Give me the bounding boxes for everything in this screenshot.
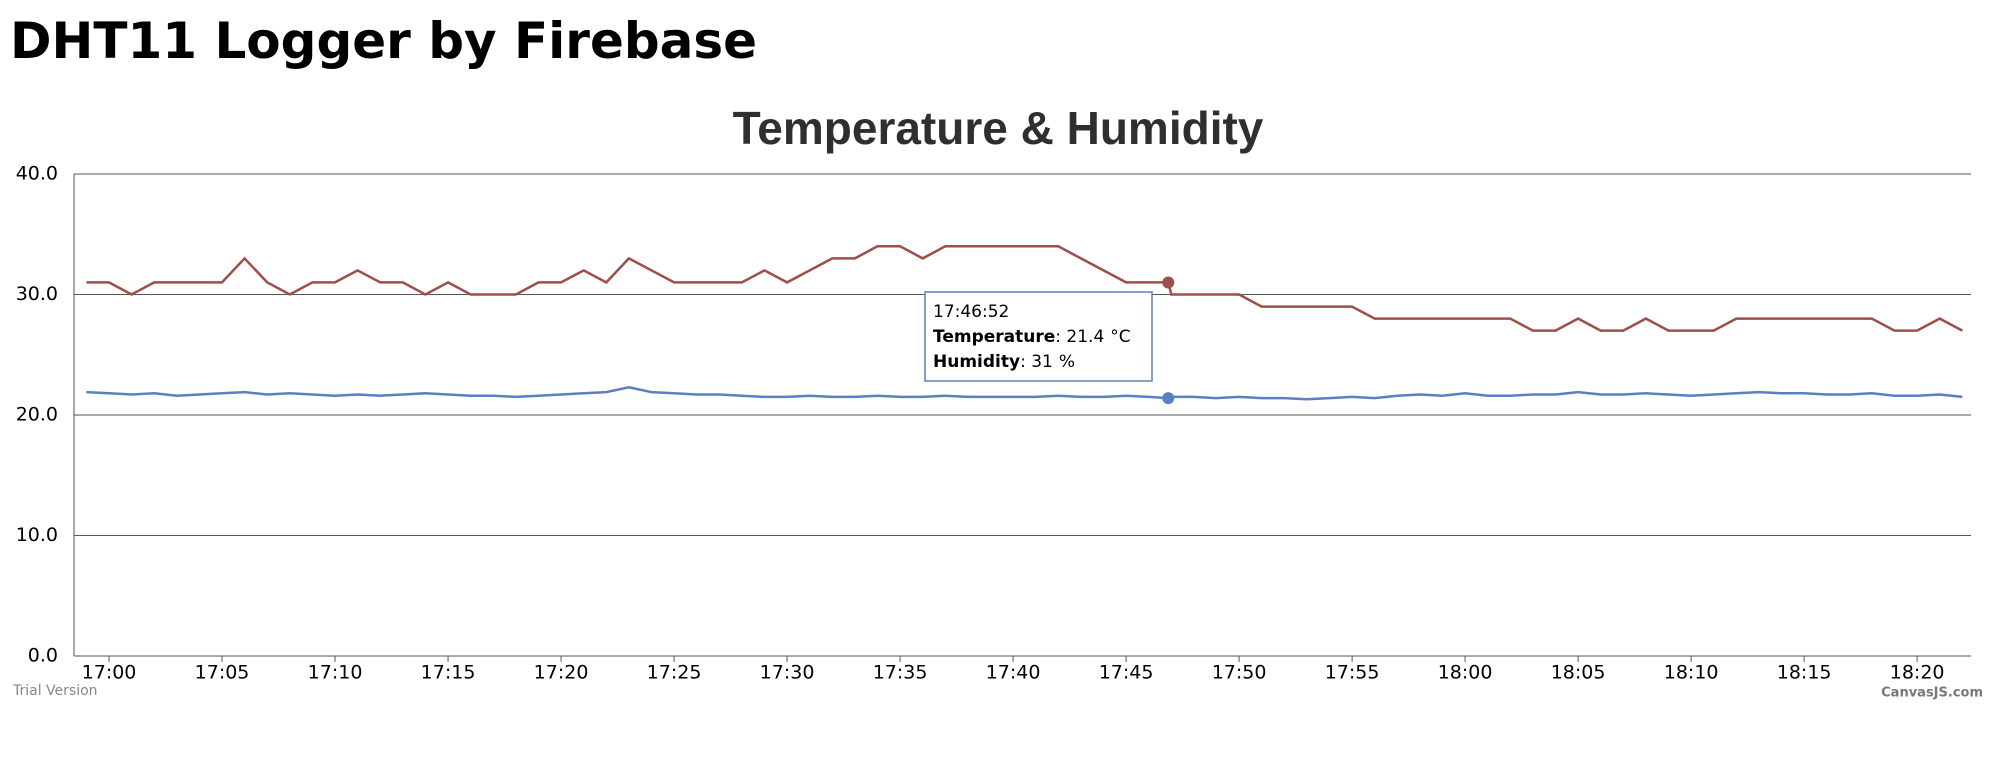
page-heading: DHT11 Logger by Firebase [10, 12, 758, 70]
y-tick-label: 20.0 [16, 404, 58, 426]
tooltip-box [924, 291, 1153, 382]
x-tick-label: 18:00 [1438, 662, 1493, 684]
tooltip-series-name: Temperature [933, 327, 1055, 347]
highlight-marker [1162, 276, 1175, 289]
tooltip: 17:46:52 Temperature: 21.4 °C Humidity: 31% [924, 291, 1153, 382]
tooltip-unit: °C [1110, 327, 1130, 347]
tooltip-row: Humidity: 31% [933, 352, 1075, 372]
x-tick-label: 17:45 [1099, 662, 1154, 684]
x-tick-label: 17:55 [1325, 662, 1380, 684]
x-tick-label: 18:05 [1551, 662, 1606, 684]
x-tick-label: 17:30 [760, 662, 815, 684]
tooltip-sep: : [1020, 352, 1031, 372]
x-tick-label: 17:50 [1212, 662, 1267, 684]
tooltip-row: Temperature: 21.4 °C [933, 327, 1131, 347]
tooltip-series-name: Humidity [933, 352, 1020, 372]
y-tick-label: 30.0 [16, 283, 58, 305]
x-tick-label: 18:20 [1890, 662, 1945, 684]
series-line [86, 386, 1963, 401]
x-tick-label: 17:15 [421, 662, 476, 684]
x-tick-label: 18:15 [1777, 662, 1832, 684]
highlight-marker [1162, 392, 1175, 405]
tooltip-value: 21.4 [1066, 327, 1104, 347]
x-tick-label: 17:40 [986, 662, 1041, 684]
y-tick-label: 0.0 [28, 645, 58, 667]
watermark: Trial Version [12, 683, 98, 699]
tooltip-sep: : [1055, 327, 1066, 347]
series-line [86, 245, 1963, 332]
tooltip-value: 31 [1031, 352, 1053, 372]
tooltip-time: 17:46:52 [933, 302, 1009, 322]
y-tick-label: 10.0 [16, 524, 58, 546]
x-tick-label: 17:10 [308, 662, 363, 684]
x-tick-label: 17:35 [873, 662, 928, 684]
tooltip-unit: % [1059, 352, 1075, 372]
x-tick-label: 18:10 [1664, 662, 1719, 684]
x-tick-label: 17:25 [647, 662, 702, 684]
x-tick-label: 17:20 [534, 662, 589, 684]
y-tick-label: 40.0 [16, 163, 58, 185]
x-tick-label: 17:05 [195, 662, 250, 684]
credit[interactable]: CanvasJS.com [1881, 686, 1983, 701]
chart-title: Temperature & Humidity [733, 102, 1264, 154]
x-tick-label: 17:00 [82, 662, 137, 684]
